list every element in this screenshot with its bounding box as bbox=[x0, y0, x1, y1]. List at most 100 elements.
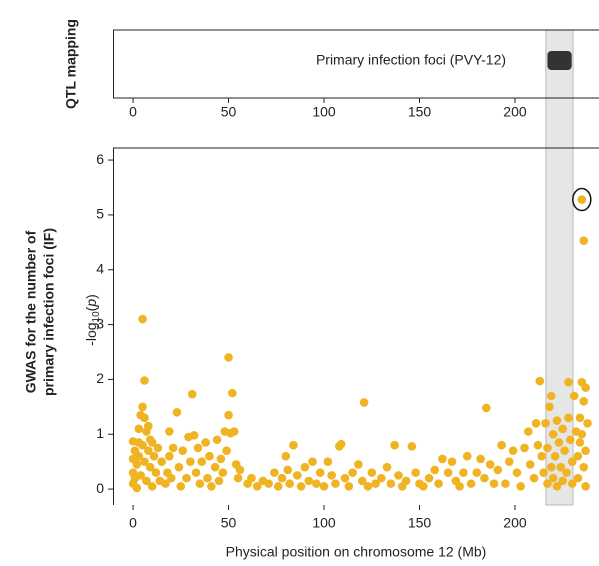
point bbox=[187, 389, 197, 399]
point bbox=[562, 468, 571, 477]
point bbox=[323, 457, 333, 466]
point bbox=[577, 195, 587, 204]
point bbox=[543, 479, 552, 488]
point bbox=[264, 479, 273, 488]
point bbox=[543, 443, 552, 453]
point bbox=[201, 438, 210, 447]
point bbox=[140, 376, 149, 385]
point bbox=[172, 408, 182, 417]
point bbox=[228, 388, 237, 398]
point bbox=[203, 473, 212, 483]
point bbox=[558, 476, 568, 486]
point bbox=[546, 462, 556, 472]
point bbox=[493, 465, 503, 475]
panel-label: QTL mapping bbox=[63, 19, 79, 109]
point bbox=[186, 457, 195, 466]
point bbox=[157, 457, 166, 466]
point bbox=[516, 482, 526, 491]
point bbox=[575, 413, 585, 423]
point bbox=[145, 462, 155, 472]
point bbox=[476, 454, 485, 464]
point bbox=[447, 457, 457, 466]
point bbox=[482, 403, 491, 413]
point bbox=[579, 236, 589, 245]
point bbox=[529, 473, 539, 483]
y-tick-label: 6 bbox=[96, 151, 104, 167]
point bbox=[283, 465, 293, 475]
point bbox=[548, 473, 558, 483]
point bbox=[212, 435, 222, 445]
point bbox=[214, 476, 224, 486]
point bbox=[142, 476, 151, 486]
point bbox=[149, 451, 159, 461]
point bbox=[462, 451, 472, 461]
y-label-part: -log bbox=[83, 322, 99, 345]
point bbox=[525, 460, 535, 469]
point bbox=[216, 454, 226, 464]
point bbox=[218, 468, 228, 477]
point bbox=[459, 468, 468, 477]
x-tick-label: 200 bbox=[503, 515, 527, 531]
point bbox=[575, 438, 585, 447]
point bbox=[144, 446, 153, 456]
point bbox=[583, 418, 592, 428]
point bbox=[367, 468, 377, 477]
y-tick-label: 2 bbox=[96, 370, 104, 386]
y-tick-label: 0 bbox=[96, 480, 104, 496]
point bbox=[579, 462, 589, 472]
point bbox=[308, 457, 317, 466]
point bbox=[554, 438, 564, 447]
point bbox=[207, 482, 216, 491]
point bbox=[138, 440, 147, 450]
point bbox=[541, 418, 550, 428]
plot-frame bbox=[113, 147, 599, 505]
x-tick-label: 100 bbox=[312, 104, 336, 120]
x-tick-label: 50 bbox=[221, 104, 237, 120]
point bbox=[539, 468, 548, 477]
point bbox=[359, 398, 369, 407]
y-label-part: ( bbox=[83, 306, 99, 311]
point bbox=[224, 353, 233, 362]
point bbox=[138, 314, 147, 324]
point bbox=[277, 473, 287, 483]
point bbox=[189, 431, 199, 440]
point bbox=[438, 454, 447, 464]
point bbox=[581, 383, 590, 392]
point bbox=[138, 402, 147, 412]
point bbox=[548, 429, 558, 439]
point bbox=[252, 482, 262, 491]
point bbox=[344, 482, 354, 491]
y-title: primary infection foci (IF) bbox=[41, 228, 57, 396]
point bbox=[386, 479, 396, 488]
point bbox=[564, 377, 573, 387]
point bbox=[520, 443, 529, 453]
point bbox=[340, 473, 350, 483]
point bbox=[573, 451, 583, 461]
point bbox=[151, 468, 161, 477]
point bbox=[512, 468, 522, 477]
point bbox=[411, 468, 420, 477]
point bbox=[581, 446, 590, 456]
point bbox=[485, 460, 495, 469]
point bbox=[424, 473, 434, 483]
point bbox=[140, 413, 149, 423]
point bbox=[489, 479, 499, 488]
point bbox=[178, 446, 188, 456]
point bbox=[390, 440, 399, 450]
point bbox=[165, 427, 174, 436]
x-tick-label: 0 bbox=[129, 104, 137, 120]
point bbox=[205, 451, 214, 461]
point bbox=[147, 438, 157, 447]
point bbox=[472, 468, 482, 477]
x-tick-label: 100 bbox=[312, 515, 336, 531]
point bbox=[224, 410, 233, 420]
point bbox=[210, 462, 220, 472]
point bbox=[281, 451, 291, 461]
point bbox=[191, 468, 201, 477]
point bbox=[331, 479, 340, 488]
point bbox=[136, 471, 145, 480]
point bbox=[233, 473, 243, 483]
point bbox=[377, 473, 386, 483]
point bbox=[434, 479, 443, 488]
point bbox=[577, 429, 587, 439]
